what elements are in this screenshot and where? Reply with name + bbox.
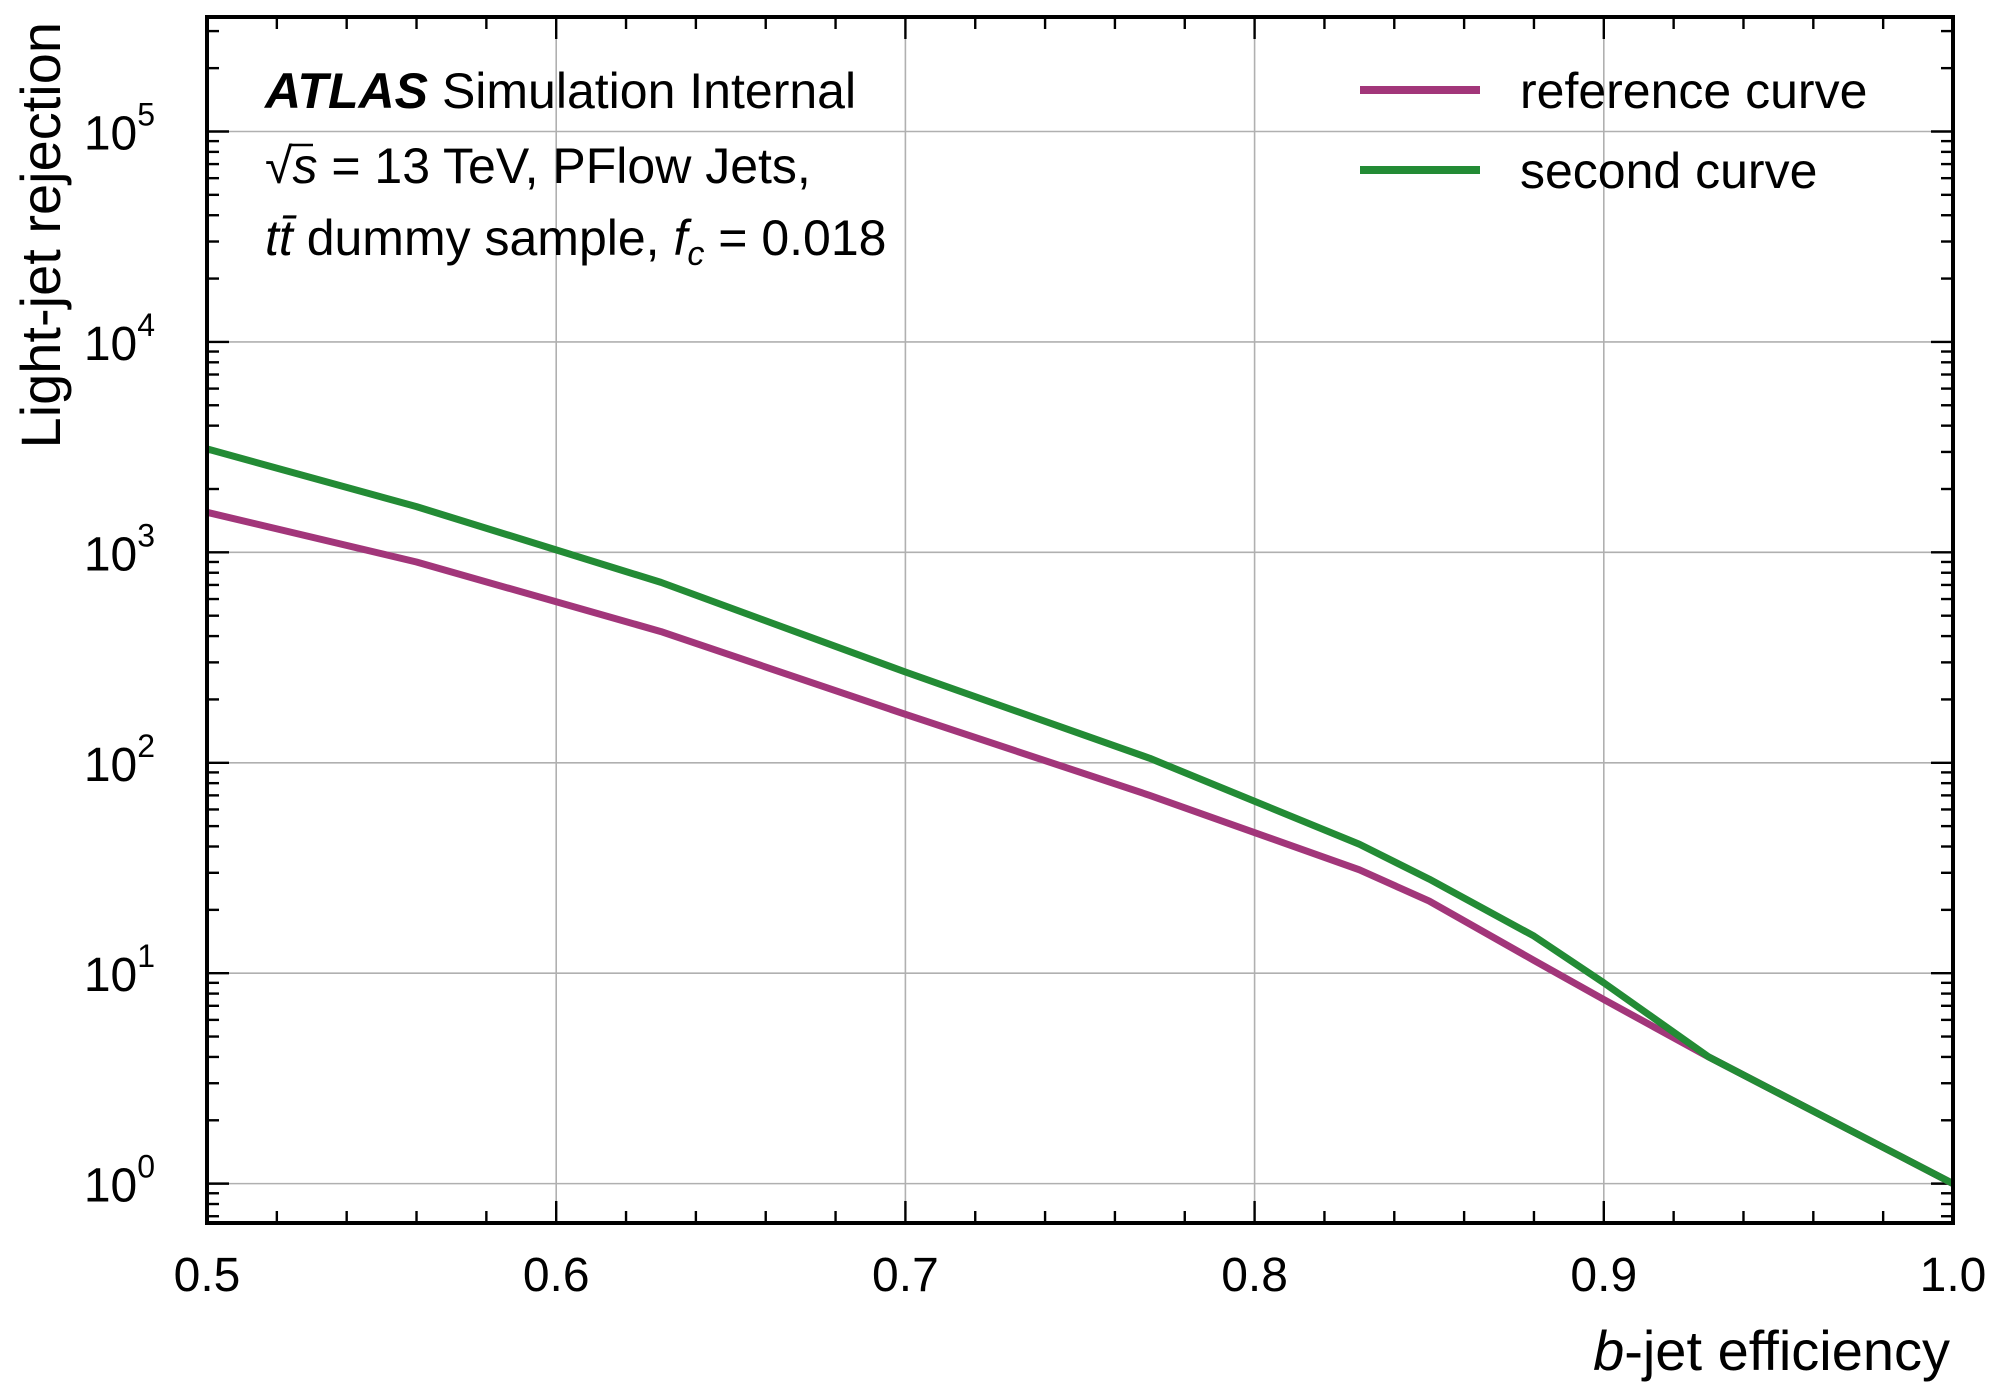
atlas-annotation: ATLAS Simulation Internal √s = 13 TeV, PF… — [263, 63, 886, 273]
legend-label-0: reference curve — [1520, 63, 1867, 119]
y-tick-labels: 100 101 102 103 104 105 — [84, 96, 155, 1212]
series-line-1 — [206, 445, 1955, 1187]
plot-frame — [205, 15, 1955, 1225]
x-tick-labels: 0.5 0.6 0.7 0.8 0.9 1.0 — [174, 1249, 1987, 1302]
y-tick-label: 100 — [84, 1149, 155, 1213]
x-tick-label: 0.8 — [1221, 1249, 1288, 1302]
x-tick-label: 0.5 — [174, 1249, 241, 1302]
series-line-0 — [206, 508, 1955, 1187]
y-tick-label: 101 — [84, 938, 155, 1002]
legend: reference curve second curve — [1360, 63, 1867, 199]
y-tick-label: 102 — [84, 728, 155, 792]
x-axis-title: b-jet efficiency — [1593, 1319, 1950, 1382]
legend-label-1: second curve — [1520, 143, 1817, 199]
y-tick-label: 105 — [84, 96, 155, 160]
sample-line: tt̄ dummy sample, fc = 0.018 — [265, 210, 886, 273]
x-tick-label: 0.7 — [872, 1249, 939, 1302]
x-tick-label: 1.0 — [1920, 1249, 1987, 1302]
y-tick-label: 104 — [84, 307, 155, 371]
y-axis-title: Light-jet rejection — [9, 22, 72, 448]
grid — [206, 17, 1954, 1223]
energy-line: √s = 13 TeV, PFlow Jets, — [265, 138, 811, 194]
y-tick-label: 103 — [84, 517, 155, 581]
major-ticks — [205, 17, 1955, 1223]
atlas-label-line: ATLAS Simulation Internal — [263, 63, 856, 119]
x-tick-label: 0.9 — [1570, 1249, 1637, 1302]
atlas-logo-text: ATLAS — [263, 63, 428, 119]
x-tick-label: 0.6 — [523, 1249, 590, 1302]
curves — [206, 445, 1955, 1187]
